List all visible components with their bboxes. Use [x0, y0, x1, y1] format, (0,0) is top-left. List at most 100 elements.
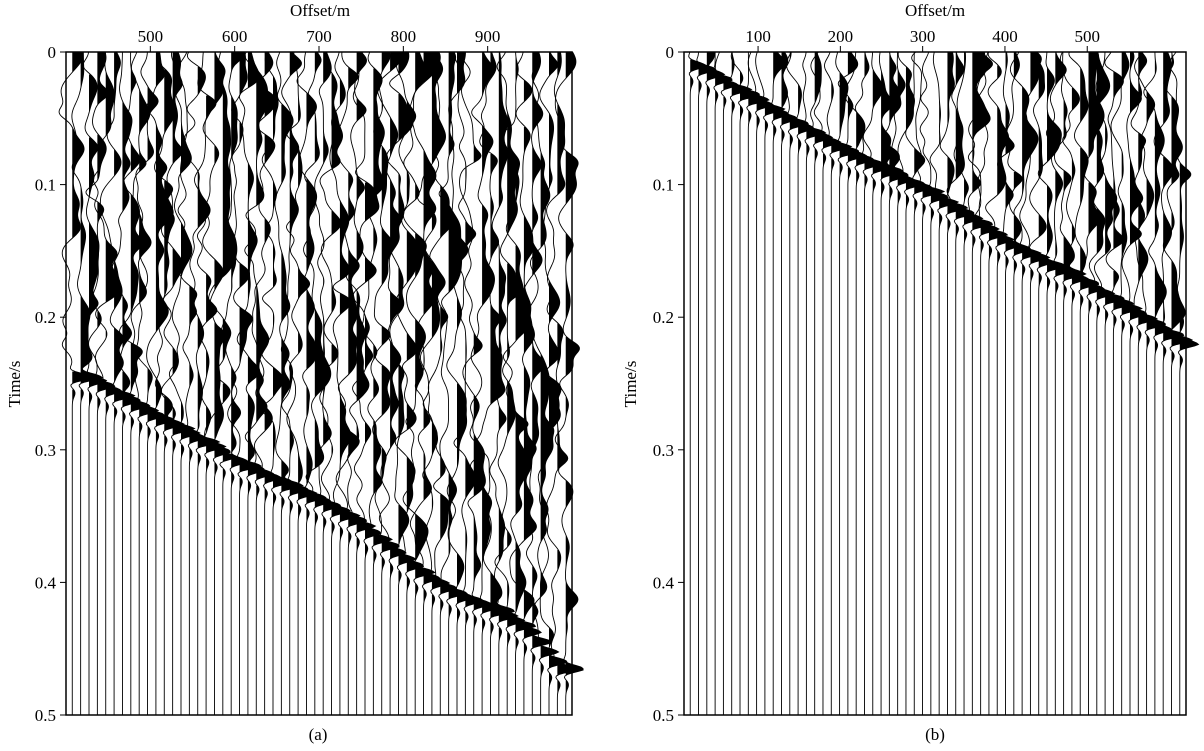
trace-line: [854, 51, 883, 715]
seismic-trace: [835, 51, 860, 715]
trace-fill: [1121, 52, 1142, 354]
trace-line: [911, 51, 946, 715]
seismic-trace: [130, 51, 160, 715]
trace-line: [554, 51, 584, 715]
seismic-trace: [781, 51, 810, 715]
seismic-trace: [747, 51, 774, 715]
trace-line: [202, 51, 231, 715]
y-tick-label: 0.4: [653, 573, 675, 592]
seismic-trace: [194, 51, 227, 715]
trace-line: [1037, 51, 1067, 715]
trace-fill: [498, 52, 518, 661]
trace-line: [184, 51, 221, 715]
seismic-trace: [286, 51, 318, 715]
trace-line: [878, 51, 905, 715]
trace-line: [729, 51, 753, 715]
trace-fill: [1005, 52, 1022, 283]
trace-fill: [457, 52, 473, 655]
trace-line: [475, 51, 515, 715]
seismic-trace: [453, 51, 485, 715]
trace-fill: [289, 52, 309, 540]
trace-fill: [698, 62, 717, 120]
trace-fill: [247, 52, 265, 523]
x-tick-label: 200: [828, 27, 854, 46]
trace-fill: [189, 286, 207, 480]
seismic-trace: [332, 51, 367, 715]
trace-line: [332, 51, 367, 715]
trace-line: [967, 51, 1000, 715]
trace-line: [1088, 51, 1116, 715]
panel-b: 100 200 300 400 500 0 0.1 0.2 0.3 0.4 0.5 Offset/…: [621, 1, 1200, 744]
seismic-trace: [361, 51, 393, 715]
trace-line: [227, 51, 263, 715]
x-tick-label: 400: [992, 27, 1018, 46]
seismic-trace: [376, 51, 407, 715]
trace-fill: [507, 112, 525, 672]
trace-fill: [839, 73, 859, 204]
seismic-trace: [345, 51, 377, 715]
seismic-trace: [729, 51, 753, 715]
x-tick-label: 600: [222, 27, 248, 46]
trace-fill: [1022, 86, 1041, 304]
trace-line: [1153, 51, 1185, 715]
trace-line: [394, 51, 425, 715]
trace-fill: [105, 71, 122, 433]
seismic-trace: [489, 51, 519, 715]
y-tick-label: 0.2: [35, 308, 56, 327]
trace-line: [314, 51, 342, 715]
trace-fill: [947, 52, 968, 268]
seismic-trace: [554, 51, 584, 715]
seismic-trace: [1005, 51, 1032, 715]
trace-line: [1110, 51, 1143, 715]
trace-line: [946, 51, 975, 715]
seismic-trace: [1121, 51, 1148, 715]
y-tick-label: 0.3: [35, 441, 56, 460]
panel-b-y-ticks: 0 0.1 0.2 0.3 0.4 0.5: [653, 43, 684, 725]
seismic-trace: [878, 51, 905, 715]
panel-a-caption: (a): [309, 725, 328, 744]
x-tick-label: 900: [475, 27, 501, 46]
seismic-trace: [862, 51, 893, 715]
trace-line: [1143, 51, 1173, 715]
trace-line: [168, 51, 201, 715]
trace-line: [712, 52, 733, 715]
trace-line: [714, 51, 740, 715]
trace-line: [779, 51, 798, 715]
seismic-trace: [204, 51, 239, 715]
seismic-trace: [352, 51, 382, 715]
trace-line: [1005, 51, 1032, 715]
trace-line: [802, 51, 827, 715]
trace-fill: [988, 230, 1008, 276]
seismic-trace: [730, 51, 760, 715]
seismic-trace: [802, 51, 827, 715]
trace-fill: [922, 185, 945, 241]
seismic-trace: [1081, 51, 1106, 715]
trace-fill: [214, 52, 231, 516]
trace-line: [785, 51, 815, 715]
panel-b-x-axis-label: Offset/m: [905, 1, 965, 20]
trace-line: [810, 51, 842, 715]
trace-line: [1168, 51, 1200, 715]
trace-line: [71, 51, 104, 715]
trace-line: [220, 51, 250, 715]
trace-line: [160, 51, 196, 715]
y-tick-label: 0: [48, 43, 57, 62]
trace-line: [705, 51, 726, 715]
trace-line: [967, 51, 994, 715]
seismic-trace: [99, 51, 136, 715]
trace-line: [881, 51, 909, 715]
trace-line: [835, 51, 860, 715]
trace-line: [244, 51, 275, 715]
seismic-trace: [385, 51, 417, 715]
trace-line: [1094, 51, 1125, 715]
trace-line: [427, 51, 458, 715]
trace-line: [135, 51, 165, 715]
trace-fill: [440, 185, 457, 625]
seismic-trace: [314, 51, 342, 715]
seismic-trace: [1054, 51, 1087, 715]
seismic-trace: [1088, 51, 1116, 715]
trace-line: [1019, 51, 1051, 715]
trace-fill: [97, 52, 115, 433]
trace-line: [329, 51, 361, 715]
seismic-trace: [85, 51, 116, 715]
